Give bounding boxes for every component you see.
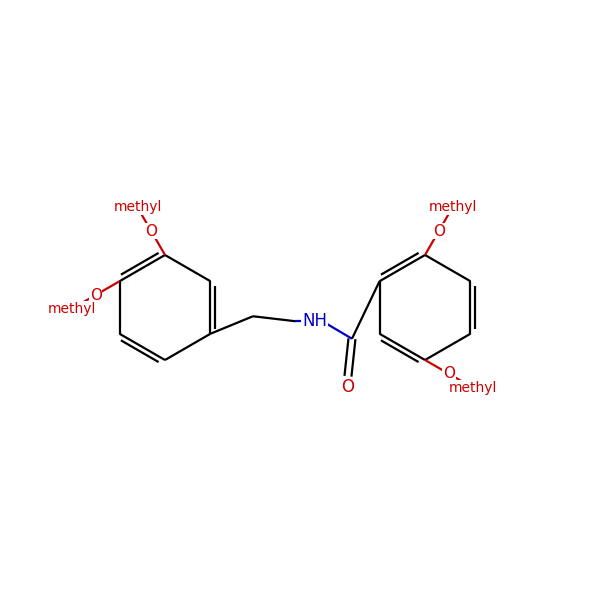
Text: methyl: methyl xyxy=(428,200,476,214)
Text: methyl: methyl xyxy=(448,380,497,395)
Text: methyl: methyl xyxy=(113,200,161,214)
Text: O: O xyxy=(443,366,455,381)
Text: NH: NH xyxy=(302,312,327,330)
Text: methyl: methyl xyxy=(48,302,96,316)
Text: O: O xyxy=(433,224,445,239)
Text: O: O xyxy=(341,378,355,396)
Text: O: O xyxy=(90,287,102,302)
Text: O: O xyxy=(145,224,157,239)
